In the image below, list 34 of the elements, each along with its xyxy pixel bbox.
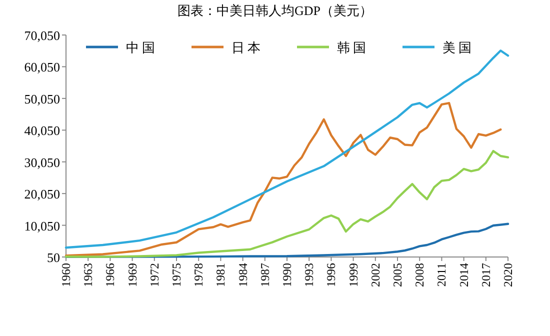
y-tick-label: 10,050: [24, 218, 60, 234]
x-tick-label: 2017: [478, 263, 493, 287]
x-tick-label: 1969: [125, 263, 140, 287]
legend-label: 韩国: [337, 40, 369, 55]
chart-title: 图表：中美日韩人均GDP（美元）: [177, 3, 373, 18]
x-tick-label: 1993: [302, 263, 316, 287]
x-tick-label: 1984: [236, 263, 250, 287]
x-tick-label: 2014: [456, 263, 471, 287]
x-tick-label: 1978: [192, 263, 206, 287]
x-tick-label: 1966: [103, 263, 118, 287]
x-tick-label: 1996: [324, 263, 338, 287]
y-tick-label: 70,050: [24, 28, 60, 43]
x-tick-label: 2020: [501, 263, 515, 287]
y-tick-label: 60,050: [24, 60, 60, 75]
x-tick-label: 1963: [81, 263, 96, 287]
legend-label: 美国: [442, 40, 474, 55]
y-tick-label: 30,050: [24, 154, 60, 170]
x-tick-label: 2002: [368, 263, 382, 287]
x-tick-label: 1981: [214, 263, 228, 287]
x-tick-label: 2008: [412, 263, 427, 287]
y-tick-label: 20,050: [24, 186, 60, 202]
x-tick-label: 1960: [59, 263, 73, 287]
legend-label: 日本: [232, 40, 264, 55]
x-tick-label: 1987: [258, 263, 272, 287]
x-tick-label: 2011: [434, 263, 449, 287]
y-tick-label: 50: [47, 250, 60, 265]
y-tick-label: 50,050: [24, 91, 60, 106]
x-tick-label: 2005: [390, 263, 404, 287]
x-tick-label: 1990: [280, 263, 294, 287]
x-tick-label: 1975: [170, 263, 184, 287]
legend-label: 中国: [126, 40, 158, 55]
y-tick-label: 40,050: [24, 123, 60, 138]
x-tick-label: 1999: [346, 263, 360, 287]
x-tick-label: 1972: [147, 263, 162, 287]
